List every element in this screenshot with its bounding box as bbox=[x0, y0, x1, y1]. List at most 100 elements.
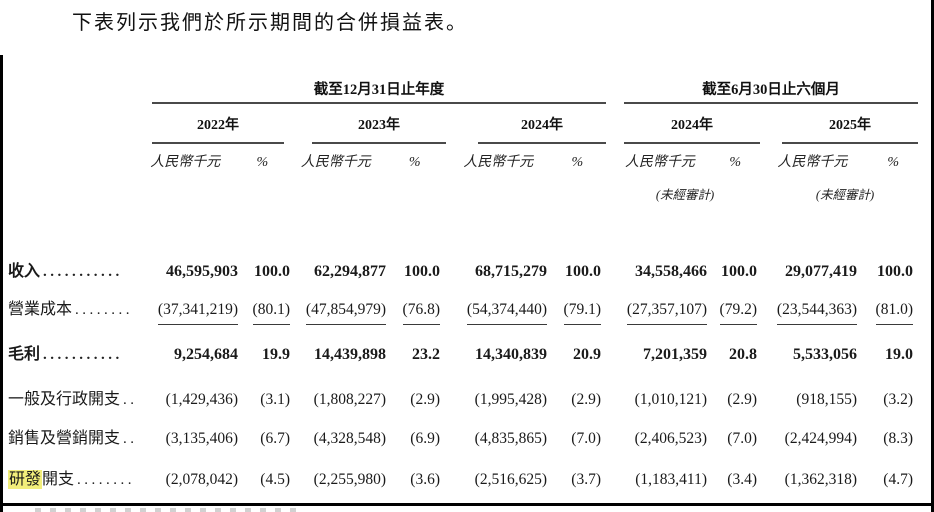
cell-value: (2.9) bbox=[410, 391, 440, 408]
pct-header: % bbox=[729, 155, 742, 170]
cell-value: (79.2) bbox=[719, 301, 757, 325]
cell-value: (27,357,107) bbox=[626, 301, 707, 325]
cell-value: (1,010,121) bbox=[634, 391, 707, 408]
cell-value: (3,135,406) bbox=[165, 430, 238, 447]
row-label: 收入 bbox=[8, 263, 41, 280]
cell-value: (37,341,219) bbox=[157, 301, 238, 325]
dot-leader: ........ bbox=[75, 302, 134, 318]
cell-value: 100.0 bbox=[565, 263, 601, 280]
cell-value: (2,406,523) bbox=[634, 430, 707, 447]
clipped-next-row bbox=[35, 508, 305, 512]
cell-value: (7.0) bbox=[727, 430, 757, 447]
table-row-gross-profit: 毛利........... 9,254,684 19.9 14,439,898 … bbox=[8, 345, 913, 365]
highlight-mark: 研發 bbox=[8, 470, 43, 489]
table-row-revenue: 收入........... 46,595,903 100.0 62,294,87… bbox=[8, 262, 913, 282]
cell-value: 100.0 bbox=[404, 263, 440, 280]
table-rule bbox=[152, 102, 606, 104]
cell-value: (79.1) bbox=[563, 301, 601, 325]
table-rule bbox=[478, 142, 606, 144]
cell-value: 9,254,684 bbox=[174, 346, 238, 363]
cell-value: 19.9 bbox=[262, 346, 290, 363]
unit-header: 人民幣千元 bbox=[624, 155, 695, 170]
cell-value: (2,516,625) bbox=[474, 471, 547, 488]
cell-value: 20.9 bbox=[573, 346, 601, 363]
cell-value: (4,835,865) bbox=[474, 430, 547, 447]
row-label: 營業成本 bbox=[8, 301, 73, 318]
cell-value: 68,715,279 bbox=[475, 263, 547, 280]
column-header-year-2023: 2023年 bbox=[358, 118, 400, 133]
crop-border-right bbox=[931, 0, 934, 512]
cell-value: (80.1) bbox=[252, 301, 290, 325]
row-label: 銷售及營銷開支 bbox=[8, 430, 121, 447]
table-row-general-admin-expenses: 一般及行政開支.. (1,429,436) (3.1) (1,808,227) … bbox=[8, 390, 913, 410]
cell-value: 5,533,056 bbox=[793, 346, 857, 363]
table-rule bbox=[312, 142, 446, 144]
row-label: 開支 bbox=[42, 471, 75, 488]
column-header-year-2025-interim: 2025年 bbox=[829, 118, 871, 133]
cell-value: (6.7) bbox=[260, 430, 290, 447]
table-row-selling-marketing-expenses: 銷售及營銷開支.. (3,135,406) (6.7) (4,328,548) … bbox=[8, 429, 913, 449]
dot-leader: ........... bbox=[43, 264, 123, 280]
cell-value: (1,808,227) bbox=[313, 391, 386, 408]
unaudited-note: (未經審計) bbox=[655, 188, 715, 202]
crop-border-left bbox=[0, 55, 3, 512]
row-label: 一般及行政開支 bbox=[8, 391, 121, 408]
table-rule bbox=[624, 102, 918, 104]
cell-value: (3.4) bbox=[727, 471, 757, 488]
cell-value: (4,328,548) bbox=[313, 430, 386, 447]
cell-value: (2.9) bbox=[727, 391, 757, 408]
cell-value: (1,362,318) bbox=[784, 471, 857, 488]
cell-value: (76.8) bbox=[402, 301, 440, 325]
column-header-year-2024: 2024年 bbox=[521, 118, 563, 133]
cell-value: (1,183,411) bbox=[635, 471, 707, 488]
cell-value: (2,255,980) bbox=[313, 471, 386, 488]
dot-leader: .. bbox=[123, 431, 138, 447]
crop-border-bottom bbox=[0, 503, 934, 506]
column-header-year-2022: 2022年 bbox=[197, 118, 239, 133]
table-row-rd-expenses: 研發開支........ (2,078,042) (4.5) (2,255,98… bbox=[8, 470, 913, 490]
cell-value: 23.2 bbox=[412, 346, 440, 363]
cell-value: (23,544,363) bbox=[776, 301, 857, 325]
pct-header: % bbox=[887, 155, 899, 170]
cell-value: 34,558,466 bbox=[635, 263, 707, 280]
dot-leader: .. bbox=[123, 392, 138, 408]
row-label: 毛利 bbox=[8, 346, 41, 363]
cell-value: (3.7) bbox=[571, 471, 601, 488]
cell-value: 7,201,359 bbox=[643, 346, 707, 363]
cell-value: (54,374,440) bbox=[466, 301, 547, 325]
unit-header: 人民幣千元 bbox=[300, 155, 371, 170]
cell-value: (4.5) bbox=[260, 471, 290, 488]
unit-header: 人民幣千元 bbox=[150, 155, 221, 170]
cell-value: 46,595,903 bbox=[166, 263, 238, 280]
cell-value: 100.0 bbox=[721, 263, 757, 280]
cell-value: 29,077,419 bbox=[785, 263, 857, 280]
pct-header: % bbox=[571, 155, 584, 170]
table-rule bbox=[782, 142, 918, 144]
pct-header: % bbox=[256, 155, 269, 170]
table-row-cost-of-sales: 營業成本........ (37,341,219) (80.1) (47,854… bbox=[8, 300, 913, 325]
pct-header: % bbox=[408, 155, 421, 170]
cell-value: (8.3) bbox=[883, 430, 913, 447]
period-header-interim: 截至6月30日止六個月 bbox=[702, 82, 840, 98]
cell-value: (3.2) bbox=[883, 391, 913, 408]
table-rule bbox=[152, 142, 284, 144]
unit-header-row: 人民幣千元 % 人民幣千元 % 人民幣千元 % 人民幣千元 % 人民幣千元 % bbox=[8, 153, 913, 173]
table-rule bbox=[624, 142, 760, 144]
dot-leader: ........... bbox=[43, 347, 123, 363]
cell-value: (6.9) bbox=[410, 430, 440, 447]
cell-value: (2,078,042) bbox=[165, 471, 238, 488]
cell-value: (2,424,994) bbox=[784, 430, 857, 447]
cell-value: (81.0) bbox=[875, 301, 913, 325]
unit-header: 人民幣千元 bbox=[777, 155, 848, 170]
cell-value: (1,995,428) bbox=[474, 391, 547, 408]
cell-value: (47,854,979) bbox=[305, 301, 386, 325]
cell-value: 62,294,877 bbox=[314, 263, 386, 280]
page-title: 下表列示我們於所示期間的合併損益表。 bbox=[72, 12, 468, 34]
cell-value: 100.0 bbox=[254, 263, 290, 280]
cell-value: (7.0) bbox=[571, 430, 601, 447]
cell-value: 14,439,898 bbox=[314, 346, 386, 363]
cell-value: 100.0 bbox=[877, 263, 913, 280]
cell-value: 14,340,839 bbox=[475, 346, 547, 363]
cell-value: 19.0 bbox=[885, 346, 913, 363]
